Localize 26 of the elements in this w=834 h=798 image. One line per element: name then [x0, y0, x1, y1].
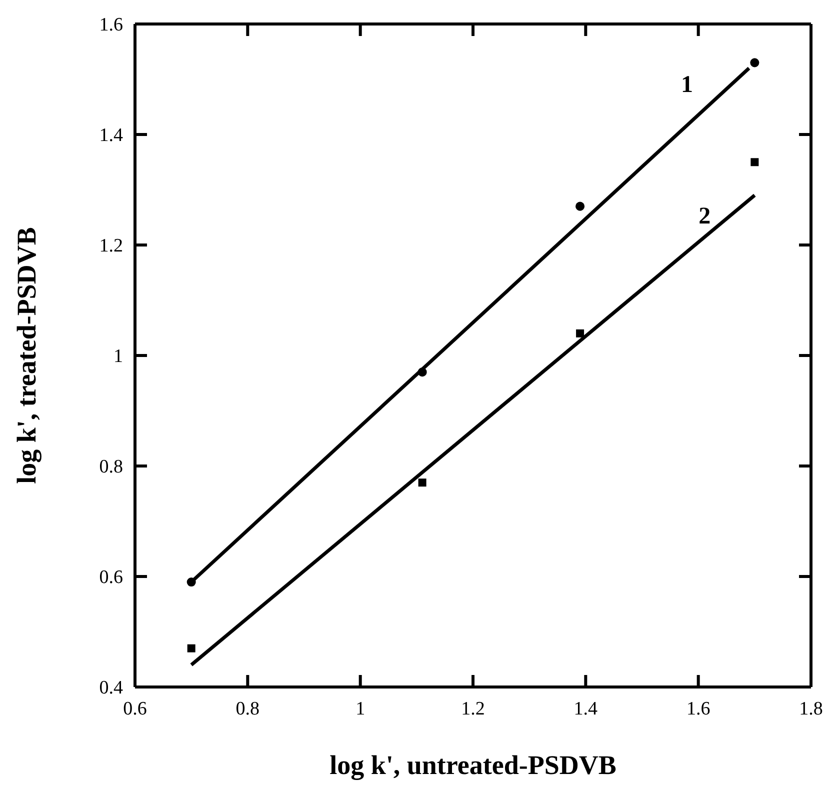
y-tick-label: 1.4 — [99, 125, 124, 146]
annotation: 1 — [681, 72, 694, 98]
x-tick-label: 1.8 — [799, 698, 823, 720]
y-tick-label: 1 — [114, 346, 123, 368]
y-tick-label: 0.8 — [99, 456, 123, 478]
annotation: 2 — [698, 203, 711, 230]
x-axis-title: log k', untreated-PSDVB — [330, 750, 616, 780]
point — [187, 644, 196, 652]
x-tick-label: 1.2 — [461, 698, 485, 720]
y-axis-title: log k', treated-PSDVB — [12, 227, 42, 484]
y-tick-label: 1.2 — [99, 236, 123, 257]
y-tick-label: 1.6 — [99, 14, 123, 36]
point — [750, 158, 759, 166]
point — [418, 478, 426, 487]
point — [750, 58, 760, 68]
point — [186, 578, 196, 587]
x-tick-label: 1.6 — [686, 698, 710, 720]
y-tick-label: 0.4 — [99, 678, 124, 699]
point — [576, 329, 584, 338]
x-tick-label: 1.4 — [574, 698, 598, 720]
x-tick-label: 1 — [356, 698, 366, 720]
x-tick-label: 0.8 — [236, 698, 260, 720]
y-tick-label: 0.6 — [99, 567, 123, 588]
point — [418, 368, 427, 377]
x-tick-label: 0.6 — [123, 698, 147, 720]
point — [576, 202, 585, 211]
